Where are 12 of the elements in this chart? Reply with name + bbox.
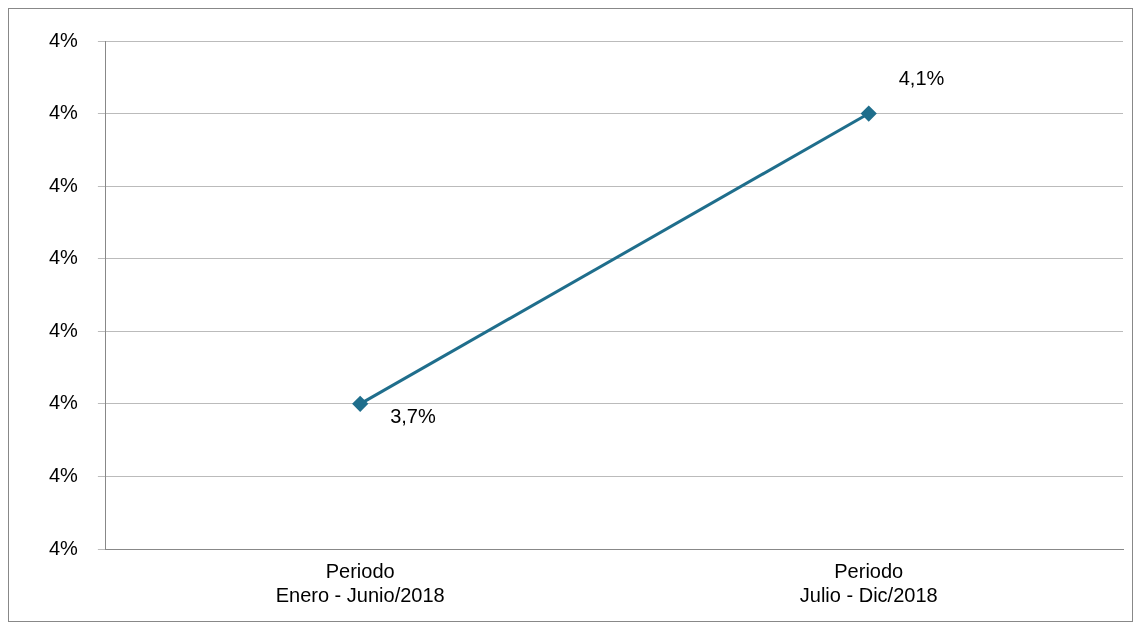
- y-tick-label: 4%: [49, 391, 79, 414]
- y-tick-label: 4%: [49, 101, 79, 124]
- y-tick-label: 4%: [49, 173, 79, 196]
- x-tick-label: Periodo Enero - Junio/2018: [275, 559, 445, 606]
- y-tick-label: 4%: [49, 318, 79, 341]
- y-tick-label: 4%: [49, 536, 79, 559]
- y-tick-label: 4%: [49, 463, 79, 486]
- y-tick-label: 4%: [49, 28, 79, 51]
- x-tick-label: Periodo Julio - Dic/2018: [799, 559, 938, 606]
- data-label: 3,7%: [390, 405, 436, 428]
- y-tick-label: 4%: [49, 246, 79, 269]
- data-label: 4,1%: [898, 67, 945, 90]
